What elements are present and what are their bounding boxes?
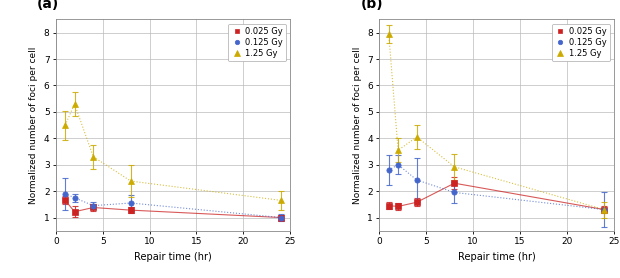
Text: (a): (a) [37,0,60,11]
0.025 Gy [127,208,135,212]
0.125 Gy [385,168,392,172]
0.125 Gy [413,178,420,182]
1.25 Gy [277,199,285,202]
0.025 Gy [277,216,285,219]
0.025 Gy [71,210,78,214]
0.125 Gy [451,191,458,194]
0.025 Gy [90,206,97,209]
X-axis label: Repair time (hr): Repair time (hr) [134,252,212,262]
0.025 Gy [394,205,402,208]
0.125 Gy [90,204,97,207]
Line: 1.25 Gy: 1.25 Gy [386,31,608,213]
1.25 Gy [451,165,458,168]
1.25 Gy [61,123,69,127]
0.025 Gy [451,182,458,185]
0.125 Gy [601,208,608,211]
0.125 Gy [394,163,402,166]
Y-axis label: Normalized number of foci per cell: Normalized number of foci per cell [29,46,38,204]
Line: 0.025 Gy: 0.025 Gy [63,198,283,220]
1.25 Gy [413,135,420,139]
0.025 Gy [61,199,69,202]
1.25 Gy [601,208,608,211]
Y-axis label: Normalized number of foci per cell: Normalized number of foci per cell [353,46,362,204]
1.25 Gy [90,155,97,158]
Line: 0.025 Gy: 0.025 Gy [386,181,607,212]
Line: 0.125 Gy: 0.125 Gy [386,162,607,212]
0.025 Gy [385,204,392,207]
0.125 Gy [277,216,285,219]
Line: 1.25 Gy: 1.25 Gy [62,101,284,203]
0.025 Gy [601,208,608,211]
Line: 0.125 Gy: 0.125 Gy [63,191,283,220]
X-axis label: Repair time (hr): Repair time (hr) [458,252,536,262]
Legend: 0.025 Gy, 0.125 Gy, 1.25 Gy: 0.025 Gy, 0.125 Gy, 1.25 Gy [228,24,286,61]
Legend: 0.025 Gy, 0.125 Gy, 1.25 Gy: 0.025 Gy, 0.125 Gy, 1.25 Gy [552,24,609,61]
1.25 Gy [127,179,135,183]
1.25 Gy [71,102,78,106]
Text: (b): (b) [361,0,383,11]
0.025 Gy [413,200,420,204]
0.125 Gy [71,196,78,199]
0.125 Gy [127,201,135,205]
1.25 Gy [385,32,392,36]
1.25 Gy [394,148,402,152]
0.125 Gy [61,192,69,195]
